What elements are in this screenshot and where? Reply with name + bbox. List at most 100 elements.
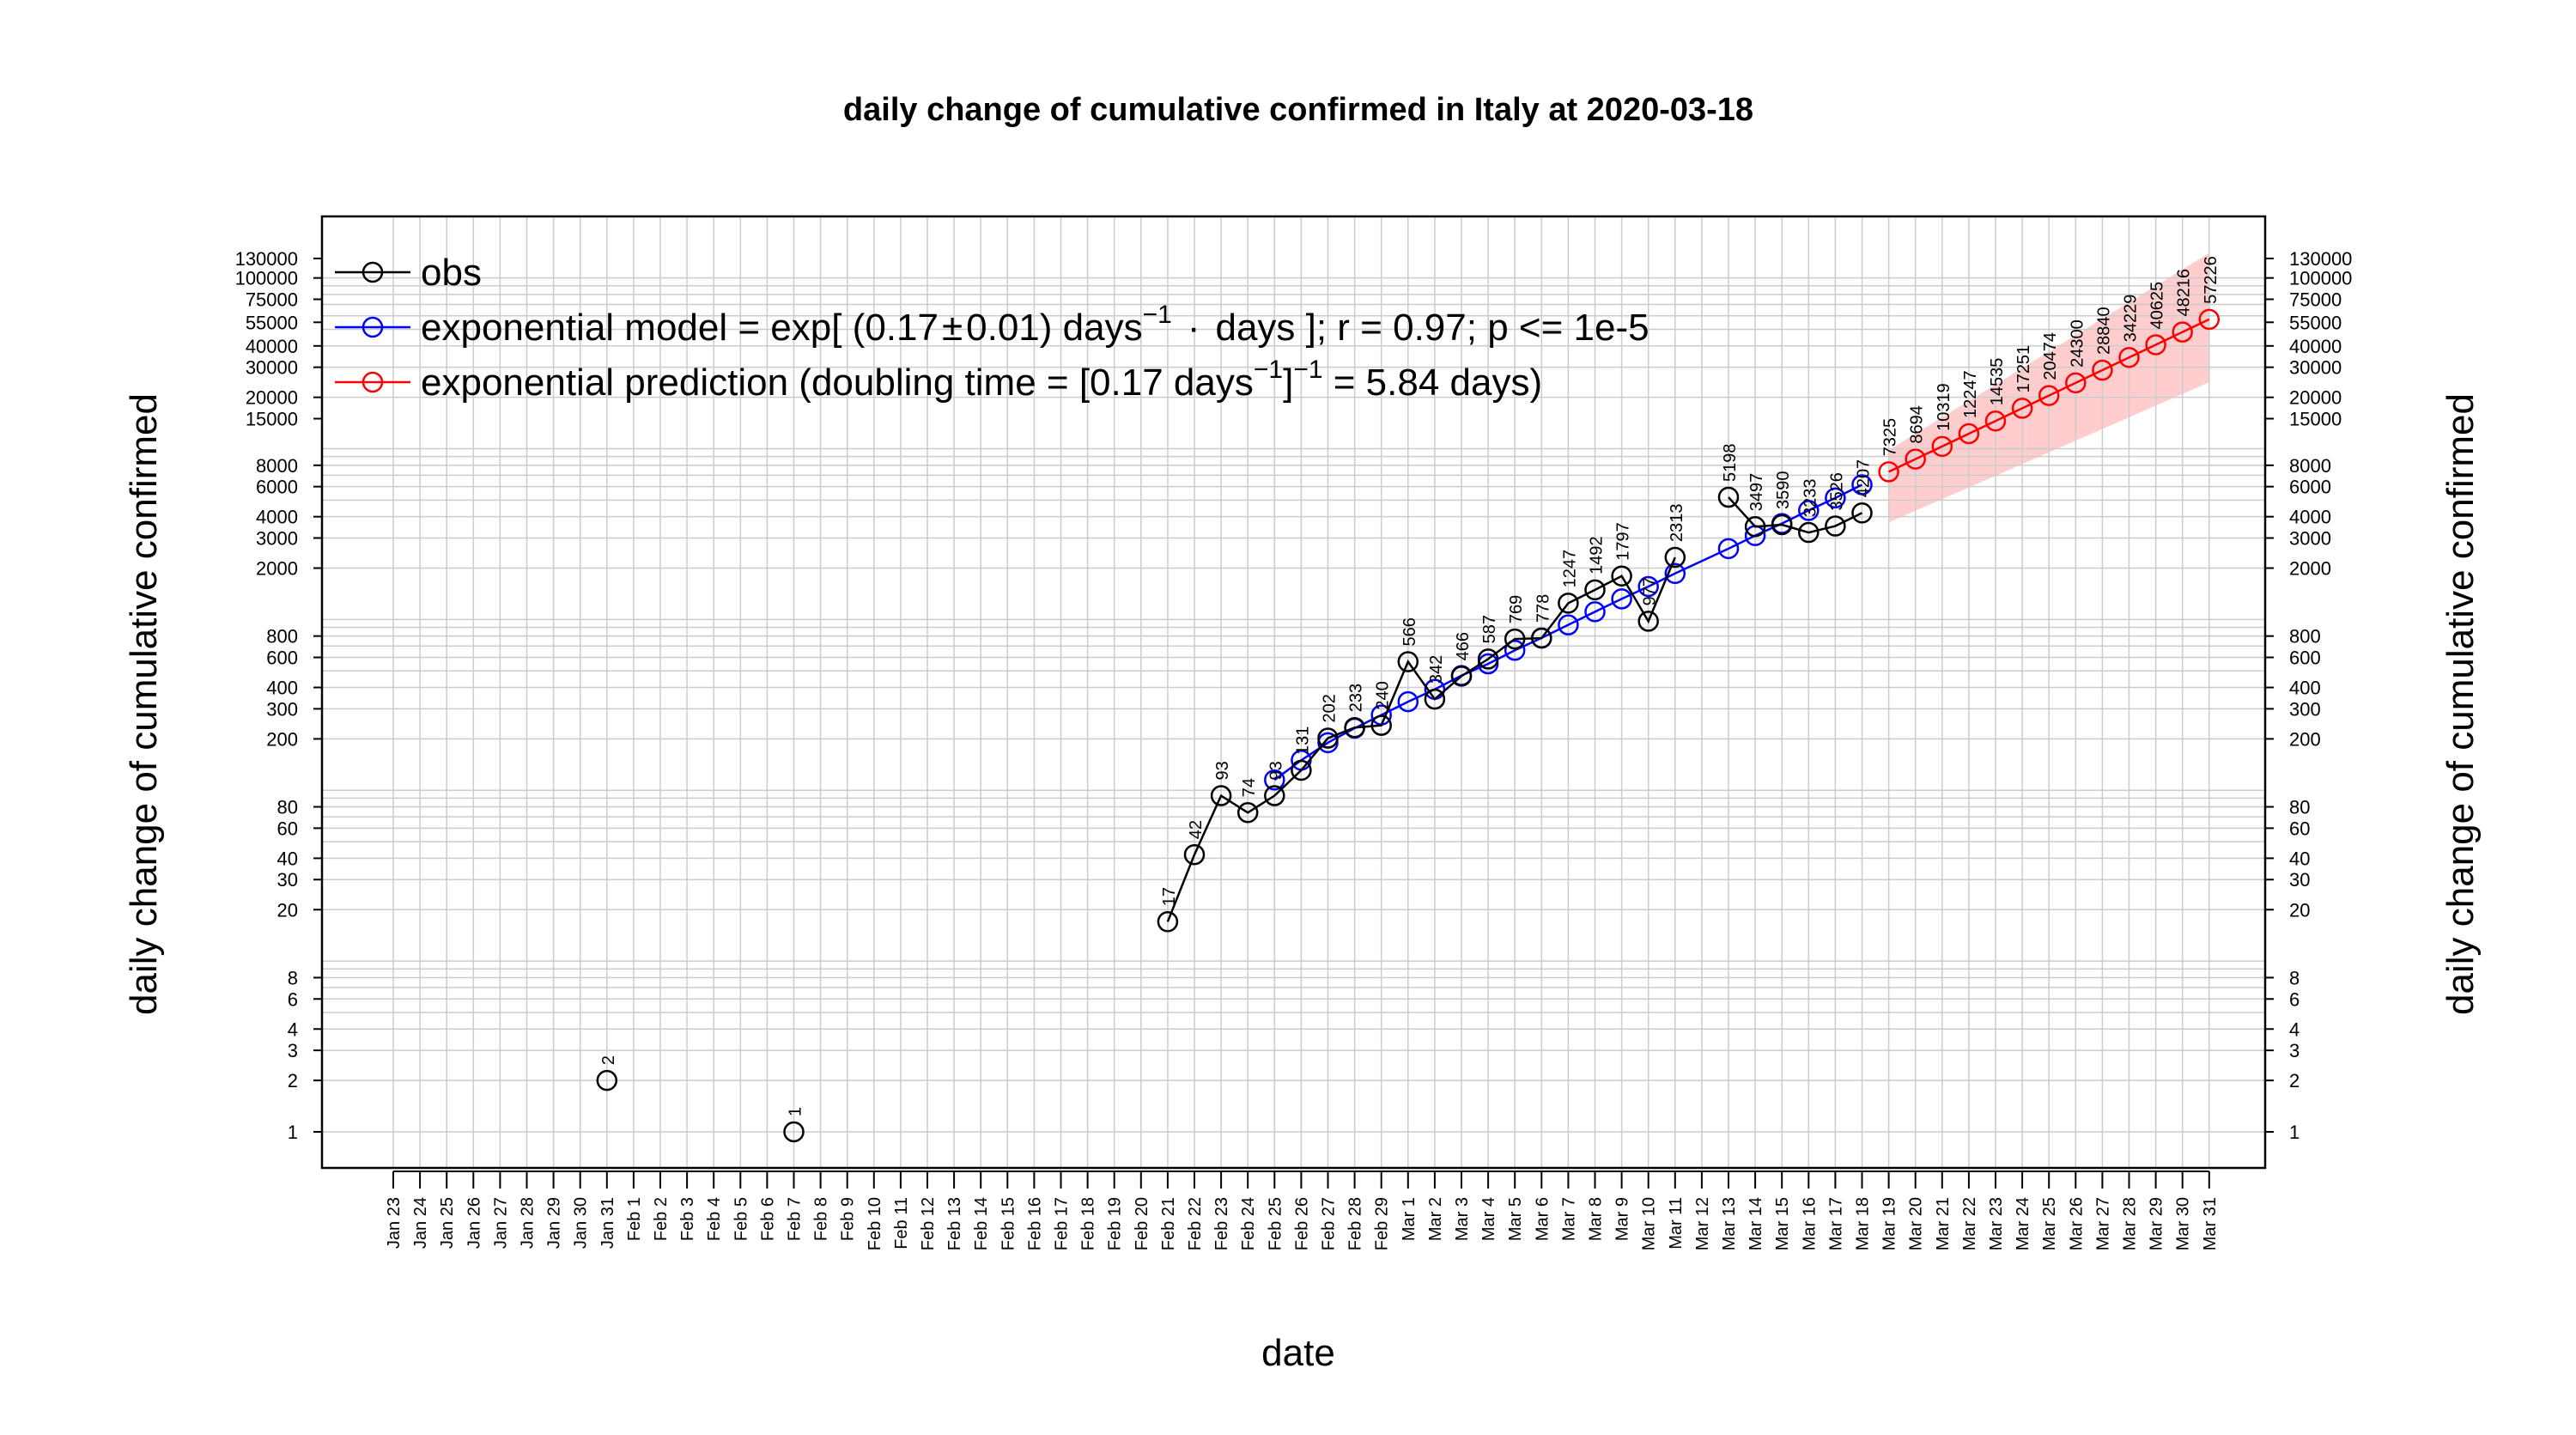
obs-data-label: 74 <box>1240 778 1259 797</box>
model-point <box>1558 614 1579 635</box>
x-tick-label: Mar 26 <box>2067 1197 2086 1250</box>
x-tick-label: Feb 17 <box>1053 1197 1072 1250</box>
obs-point <box>596 1069 618 1091</box>
x-tick-label: Feb 6 <box>758 1197 777 1241</box>
obs-data-label: 93 <box>1213 761 1232 780</box>
y-tick-label-left: 30000 <box>246 357 298 379</box>
x-tick-label: Mar 14 <box>1747 1197 1765 1250</box>
obs-data-label: 466 <box>1454 632 1473 660</box>
model-point <box>1851 474 1873 496</box>
x-tick-label: Mar 28 <box>2121 1197 2140 1250</box>
x-tick-label: Mar 13 <box>1720 1197 1739 1250</box>
x-tick-label: Jan 26 <box>465 1197 483 1249</box>
prediction-line <box>1888 318 2210 473</box>
obs-data-label: 3497 <box>1747 473 1766 512</box>
model-point <box>1798 500 1820 521</box>
x-tick-label: Feb 5 <box>732 1197 750 1241</box>
y-tick-label-left: 6 <box>288 988 298 1010</box>
y-tick-label-left: 20 <box>277 899 298 921</box>
x-tick-label: Feb 27 <box>1320 1197 1339 1250</box>
prediction-point <box>2065 372 2087 394</box>
obs-data-label: 778 <box>1534 594 1552 623</box>
x-tick-label: Mar 4 <box>1479 1197 1498 1241</box>
y-tick-label-left: 55000 <box>246 312 298 333</box>
x-tick-label: Feb 7 <box>786 1197 805 1241</box>
prediction-data-label: 24300 <box>2068 319 2087 368</box>
obs-point <box>1317 727 1339 749</box>
x-axis-title: date <box>1261 1332 1335 1374</box>
y-tick-label-left: 60 <box>277 818 298 839</box>
model-point <box>1584 601 1606 623</box>
x-tick-label: Mar 27 <box>2093 1197 2112 1250</box>
x-tick-label: Mar 24 <box>2014 1197 2032 1250</box>
y-tick-label-left: 200 <box>266 728 298 750</box>
y-tick-label-left: 800 <box>266 626 298 648</box>
legend: obs exponential model = exp[ (0.17±0.01)… <box>335 252 1649 404</box>
y-tick-label-right: 100000 <box>2289 268 2352 289</box>
obs-data-label: 3233 <box>1801 479 1820 518</box>
x-tick-label: Mar 9 <box>1613 1197 1632 1241</box>
x-tick-label: Feb 29 <box>1373 1197 1392 1250</box>
plot-frame <box>320 215 2267 1170</box>
model-point <box>1264 769 1285 791</box>
obs-data-label: 2313 <box>1668 503 1686 542</box>
y-axis-title-left: daily change of cumulative confirmed <box>123 393 165 1015</box>
obs-data-label: 977 <box>1641 577 1660 605</box>
prediction-data-label: 28840 <box>2094 307 2113 355</box>
x-tick-label: Jan 29 <box>545 1197 564 1249</box>
y-tick-label-right: 200 <box>2289 728 2321 750</box>
x-tick-label: Feb 21 <box>1159 1197 1178 1250</box>
obs-data-label: 17 <box>1160 887 1179 906</box>
x-tick-label: Feb 4 <box>705 1197 724 1241</box>
x-tick-label: Feb 13 <box>945 1197 964 1250</box>
x-tick-label: Mar 29 <box>2148 1197 2166 1250</box>
y-tick-label-right: 130000 <box>2289 248 2352 270</box>
y-tick-label-right: 4 <box>2289 1018 2300 1040</box>
x-tick-label: Jan 28 <box>519 1197 538 1249</box>
obs-point <box>1183 843 1206 866</box>
prediction-point <box>1958 423 1980 445</box>
y-tick-label-right: 30000 <box>2289 357 2342 379</box>
y-tick-label-right: 6 <box>2289 988 2300 1010</box>
x-tick-label: Feb 25 <box>1266 1197 1285 1250</box>
prediction-data-label: 48216 <box>2175 269 2194 317</box>
x-tick-label: Mar 5 <box>1506 1197 1525 1241</box>
obs-point <box>1157 911 1179 933</box>
obs-point <box>1210 785 1232 806</box>
obs-point <box>783 1121 805 1143</box>
model-line <box>1273 483 1863 781</box>
y-tick-label-left: 130000 <box>235 248 298 270</box>
obs-data-label: 342 <box>1427 655 1446 684</box>
x-tick-label: Feb 10 <box>866 1197 884 1250</box>
obs-point <box>1558 593 1579 614</box>
x-tick-label: Mar 2 <box>1426 1197 1445 1241</box>
x-tick-label: Mar 23 <box>1987 1197 2006 1250</box>
prediction-point <box>2038 385 2060 406</box>
y-tick-label-right: 400 <box>2289 678 2321 699</box>
obs-point <box>1477 648 1499 670</box>
prediction-point <box>1905 448 1926 470</box>
data-label-layer: 2 1 17 42 93 74 93 131 202 233 240 566 342 466 587 769 7… <box>599 256 2221 1116</box>
x-tick-label: Feb 9 <box>839 1197 858 1241</box>
x-tick-label: Feb 20 <box>1133 1197 1151 1250</box>
x-tick-label: Feb 16 <box>1025 1197 1044 1250</box>
legend-obs-marker <box>361 261 384 283</box>
obs-point <box>1584 579 1606 601</box>
prediction-data-label: 40625 <box>2148 282 2167 330</box>
model-point <box>1825 487 1846 509</box>
y-tick-label-right: 20 <box>2289 899 2310 921</box>
prediction-point <box>1931 435 1953 458</box>
y-tick-label-right: 600 <box>2289 648 2321 669</box>
y-tick-label-right: 60 <box>2289 818 2310 839</box>
y-axis-title-right: daily change of cumulative confirmed <box>2439 393 2482 1015</box>
obs-data-label: 587 <box>1480 615 1499 643</box>
obs-data-label: 3526 <box>1827 472 1846 511</box>
y-tick-label-right: 2000 <box>2289 558 2331 580</box>
y-tick-label-left: 300 <box>266 698 298 720</box>
obs-data-label: 93 <box>1267 761 1285 780</box>
x-tick-label: Mar 8 <box>1587 1197 1606 1241</box>
x-tick-label: Mar 22 <box>1960 1197 1979 1250</box>
x-tick-label: Feb 8 <box>812 1197 831 1241</box>
